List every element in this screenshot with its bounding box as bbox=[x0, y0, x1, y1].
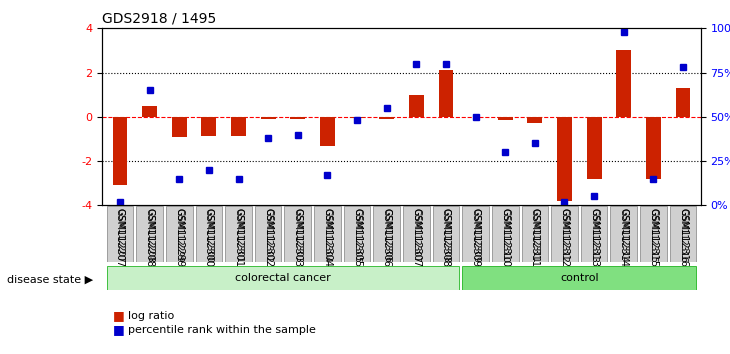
Bar bbox=[498, 117, 512, 120]
Text: disease state ▶: disease state ▶ bbox=[7, 275, 93, 285]
Bar bbox=[320, 117, 335, 145]
Text: GSM112311: GSM112311 bbox=[531, 208, 539, 263]
Bar bbox=[112, 117, 128, 185]
FancyBboxPatch shape bbox=[669, 206, 696, 262]
FancyBboxPatch shape bbox=[285, 206, 311, 262]
FancyBboxPatch shape bbox=[196, 206, 222, 262]
Bar bbox=[616, 51, 631, 117]
Text: GSM112300: GSM112300 bbox=[204, 208, 213, 263]
Text: GSM112313: GSM112313 bbox=[590, 208, 599, 263]
Text: GSM112302: GSM112302 bbox=[264, 208, 272, 263]
Text: GSM112303: GSM112303 bbox=[293, 208, 303, 267]
Text: ■: ■ bbox=[113, 309, 125, 321]
Text: GSM112307: GSM112307 bbox=[412, 208, 420, 263]
Text: GSM112305: GSM112305 bbox=[353, 208, 361, 263]
Text: GSM112299: GSM112299 bbox=[174, 208, 184, 263]
FancyBboxPatch shape bbox=[492, 206, 518, 262]
Text: GSM112207: GSM112207 bbox=[115, 208, 125, 267]
Text: GDS2918 / 1495: GDS2918 / 1495 bbox=[102, 12, 217, 26]
FancyBboxPatch shape bbox=[107, 206, 134, 262]
Text: colorectal cancer: colorectal cancer bbox=[235, 273, 331, 284]
Text: GSM112310: GSM112310 bbox=[501, 208, 510, 263]
Text: GSM112208: GSM112208 bbox=[145, 208, 154, 263]
Bar bbox=[350, 117, 364, 118]
FancyBboxPatch shape bbox=[521, 206, 548, 262]
Text: GSM112301: GSM112301 bbox=[234, 208, 243, 263]
Text: GSM112302: GSM112302 bbox=[263, 208, 273, 267]
FancyBboxPatch shape bbox=[403, 206, 430, 262]
FancyBboxPatch shape bbox=[581, 206, 607, 262]
FancyBboxPatch shape bbox=[255, 206, 282, 262]
FancyBboxPatch shape bbox=[551, 206, 578, 262]
FancyBboxPatch shape bbox=[225, 206, 252, 262]
Text: GSM112313: GSM112313 bbox=[589, 208, 599, 267]
Text: GSM112315: GSM112315 bbox=[648, 208, 658, 267]
FancyBboxPatch shape bbox=[610, 206, 637, 262]
Text: GSM112308: GSM112308 bbox=[442, 208, 450, 263]
Bar bbox=[142, 106, 157, 117]
Text: GSM112316: GSM112316 bbox=[678, 208, 688, 263]
Text: control: control bbox=[560, 273, 599, 284]
Text: GSM112314: GSM112314 bbox=[619, 208, 629, 267]
Text: GSM112309: GSM112309 bbox=[471, 208, 480, 267]
Bar bbox=[528, 117, 542, 124]
Text: GSM112208: GSM112208 bbox=[145, 208, 155, 267]
Text: log ratio: log ratio bbox=[128, 310, 174, 321]
Text: GSM112316: GSM112316 bbox=[678, 208, 688, 267]
FancyBboxPatch shape bbox=[462, 206, 489, 262]
Text: GSM112315: GSM112315 bbox=[649, 208, 658, 263]
Text: GSM112304: GSM112304 bbox=[323, 208, 332, 267]
Text: GSM112306: GSM112306 bbox=[382, 208, 392, 267]
FancyBboxPatch shape bbox=[462, 266, 696, 290]
Bar bbox=[409, 95, 423, 117]
FancyBboxPatch shape bbox=[166, 206, 193, 262]
Text: GSM112311: GSM112311 bbox=[530, 208, 540, 267]
FancyBboxPatch shape bbox=[137, 206, 163, 262]
FancyBboxPatch shape bbox=[640, 206, 666, 262]
Bar bbox=[587, 117, 602, 179]
FancyBboxPatch shape bbox=[433, 206, 459, 262]
Bar bbox=[439, 70, 453, 117]
Bar bbox=[557, 117, 572, 201]
Bar bbox=[380, 117, 394, 119]
FancyBboxPatch shape bbox=[344, 206, 370, 262]
Text: ■: ■ bbox=[113, 323, 125, 336]
Bar bbox=[172, 117, 187, 137]
Text: GSM112300: GSM112300 bbox=[204, 208, 214, 267]
Text: GSM112308: GSM112308 bbox=[441, 208, 451, 267]
Text: GSM112314: GSM112314 bbox=[619, 208, 629, 263]
Bar bbox=[201, 117, 216, 136]
Text: GSM112305: GSM112305 bbox=[352, 208, 362, 267]
Text: GSM112304: GSM112304 bbox=[323, 208, 332, 263]
Text: GSM112312: GSM112312 bbox=[559, 208, 569, 267]
Bar bbox=[646, 117, 661, 179]
Text: GSM112309: GSM112309 bbox=[471, 208, 480, 263]
Text: GSM112307: GSM112307 bbox=[411, 208, 421, 267]
FancyBboxPatch shape bbox=[314, 206, 341, 262]
Text: GSM112299: GSM112299 bbox=[174, 208, 184, 267]
Bar bbox=[291, 117, 305, 119]
Text: GSM112207: GSM112207 bbox=[115, 208, 125, 263]
FancyBboxPatch shape bbox=[373, 206, 400, 262]
Bar bbox=[231, 117, 246, 136]
Bar bbox=[675, 88, 691, 117]
FancyBboxPatch shape bbox=[107, 266, 459, 290]
Text: GSM112301: GSM112301 bbox=[234, 208, 244, 267]
Text: GSM112312: GSM112312 bbox=[560, 208, 569, 263]
Text: percentile rank within the sample: percentile rank within the sample bbox=[128, 325, 315, 335]
Text: GSM112310: GSM112310 bbox=[500, 208, 510, 267]
Text: GSM112303: GSM112303 bbox=[293, 208, 302, 263]
Bar bbox=[261, 117, 275, 119]
Text: GSM112306: GSM112306 bbox=[383, 208, 391, 263]
